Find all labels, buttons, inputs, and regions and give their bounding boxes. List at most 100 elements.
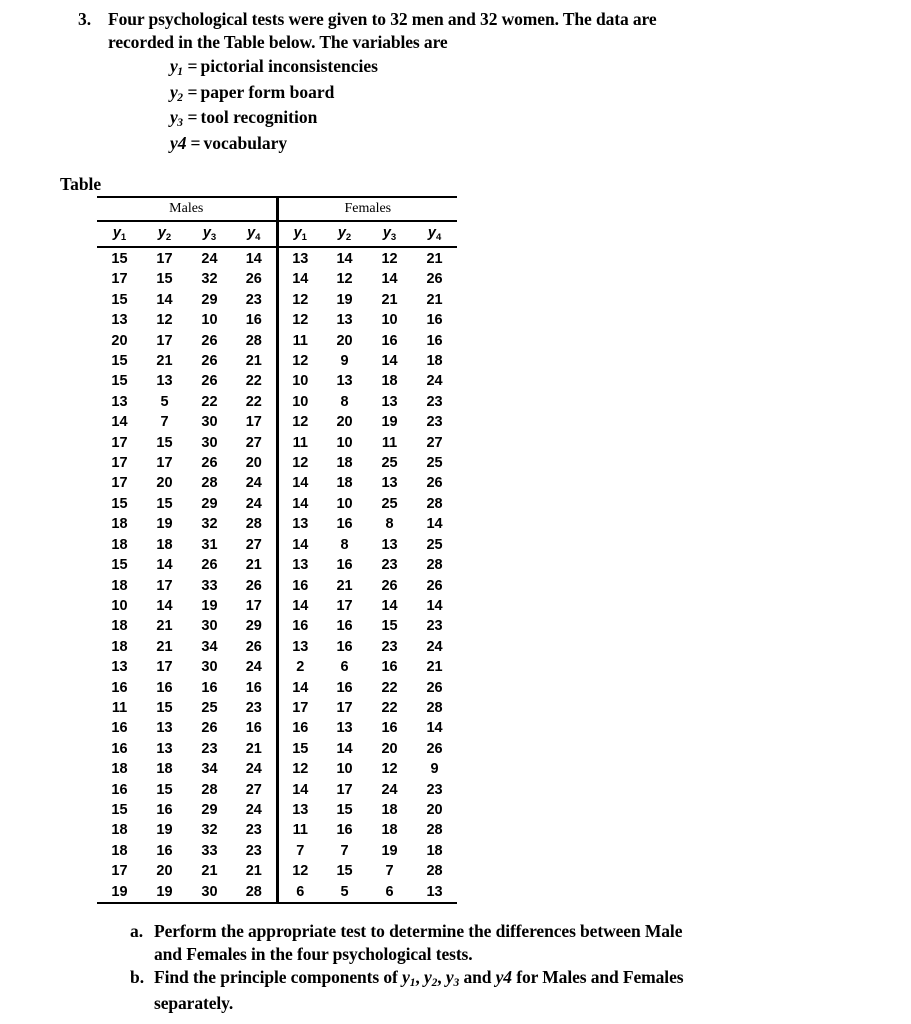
table-cell: 32 <box>201 271 218 288</box>
subquestion-b-conjunction: and <box>459 967 496 987</box>
table-cell: 12 <box>381 251 398 267</box>
equals-sign-4: = <box>190 132 201 153</box>
table-cell: 26 <box>426 740 443 757</box>
table-cell: 29 <box>201 801 218 818</box>
table-cell: 16 <box>292 577 309 594</box>
col-header-females-y1: y1 <box>277 221 323 248</box>
table-row: 17 17 26 20 12 18 25 25 <box>97 453 457 474</box>
table-cell: 15 <box>111 801 128 818</box>
table-row: 15 16 29 24 13 15 18 20 <box>97 799 457 821</box>
table-cell: 20 <box>336 332 353 349</box>
table-cell: 15 <box>111 557 128 574</box>
table-row: 10 14 19 17 14 17 14 14 <box>97 595 457 617</box>
table-cell: 16 <box>292 618 309 635</box>
table-cell: 12 <box>336 271 353 288</box>
table-cell: 32 <box>201 822 218 839</box>
table-cell: 17 <box>156 251 173 267</box>
table-cell: 14 <box>381 353 398 370</box>
table-cell: 14 <box>232 247 279 270</box>
table-cell: 8 <box>340 393 349 410</box>
table-row: 16 13 23 21 15 14 20 26 <box>97 738 457 760</box>
table-cell: 26 <box>426 577 443 594</box>
table-row: 18 21 30 29 16 16 15 23 <box>97 616 457 637</box>
table-cell: 13 <box>336 312 353 329</box>
table-cell: 26 <box>381 577 398 594</box>
table-cell: 26 <box>426 475 443 492</box>
table-cell: 16 <box>111 781 128 798</box>
table-cell: 7 <box>160 414 169 431</box>
table-cell: 24 <box>381 781 398 798</box>
table-cell: 28 <box>426 557 443 574</box>
table-cell: 10 <box>201 312 218 329</box>
table-cell: 32 <box>201 516 218 533</box>
table-cell: 12 <box>292 353 309 370</box>
table-cell: 30 <box>201 659 218 676</box>
table-cell: 26 <box>201 373 218 390</box>
table-cell: 18 <box>426 353 443 370</box>
table-cell: 15 <box>156 699 173 716</box>
table-label: Table <box>60 174 102 194</box>
table-cell: 15 <box>111 373 128 390</box>
table-cell: 11 <box>292 434 308 451</box>
table-row: 15 14 26 21 13 16 23 28 <box>97 555 457 576</box>
table-cell: 26 <box>201 557 218 574</box>
variable-symbol-y2: y2 <box>170 81 184 104</box>
table-cell: 16 <box>336 638 353 655</box>
subquestion-a-line-2: and Females in the four psychological te… <box>154 944 473 964</box>
table-cell: 23 <box>232 289 279 311</box>
table-cell: 10 <box>381 312 398 329</box>
table-cell: 21 <box>426 291 443 308</box>
table-cell: 17 <box>156 659 173 676</box>
table-cell: 19 <box>156 822 173 839</box>
table-cell: 21 <box>426 659 443 676</box>
table-cell: 23 <box>232 697 279 719</box>
table-cell: 12 <box>292 291 309 308</box>
table-cell: 11 <box>292 822 308 839</box>
table-cell: 14 <box>156 597 173 614</box>
table-row: 16 16 16 16 14 16 22 26 <box>97 677 457 698</box>
subquestion-b-marker: b. <box>130 967 145 987</box>
table-cell: 15 <box>111 251 128 267</box>
table-cell: 11 <box>292 332 308 349</box>
table-cell: 31 <box>201 536 218 553</box>
table-cell: 28 <box>232 330 279 352</box>
variable-definition-y2: y2 = paper form board <box>170 81 838 107</box>
table-cell: 21 <box>232 555 279 576</box>
table-cell: 5 <box>322 881 368 905</box>
table-cell: 17 <box>111 455 128 472</box>
table-cell: 33 <box>201 577 218 594</box>
table-cell: 25 <box>381 455 398 472</box>
table-cell: 23 <box>426 414 443 431</box>
table-cell: 13 <box>381 536 398 553</box>
table-cell: 34 <box>201 638 218 655</box>
table-cell: 30 <box>187 881 232 905</box>
psychological-tests-table: Males Females y1 y2 y3 y4 y1 y2 y3 y4 15… <box>97 196 458 905</box>
table-cell: 28 <box>426 699 443 716</box>
table-cell: 6 <box>367 881 413 905</box>
table-cell: 13 <box>292 251 309 267</box>
table-cell: 16 <box>232 718 279 739</box>
col-header-males-y3: y3 <box>187 221 232 248</box>
table-cell: 20 <box>426 801 443 818</box>
table-cell: 26 <box>232 269 279 290</box>
table-cell: 16 <box>111 679 128 696</box>
table-cell: 18 <box>111 842 128 859</box>
variable-meaning-y2: paper form board <box>200 81 335 102</box>
table-cell: 17 <box>336 781 353 798</box>
col-header-males-y2: y2 <box>142 221 187 248</box>
table-cell: 6 <box>340 659 349 676</box>
table-cell: 25 <box>201 699 218 716</box>
table-row: 16 13 26 16 16 13 16 14 <box>97 718 457 739</box>
col-header-males-y4: y4 <box>232 221 279 248</box>
variable-header-row: y1 y2 y3 y4 y1 y2 y3 y4 <box>97 221 458 248</box>
table-cell: 33 <box>201 842 218 859</box>
table-cell: 20 <box>156 475 173 492</box>
table-cell: 18 <box>111 638 128 655</box>
subquestion-b-var-y2: y2 <box>423 967 438 989</box>
table-cell: 13 <box>156 720 173 737</box>
table-cell: 24 <box>426 373 443 390</box>
table-cell: 19 <box>97 881 142 905</box>
table-cell: 16 <box>232 677 279 698</box>
table-cell: 26 <box>201 353 218 370</box>
question-stem: 3. Four psychological tests were given t… <box>78 8 838 154</box>
